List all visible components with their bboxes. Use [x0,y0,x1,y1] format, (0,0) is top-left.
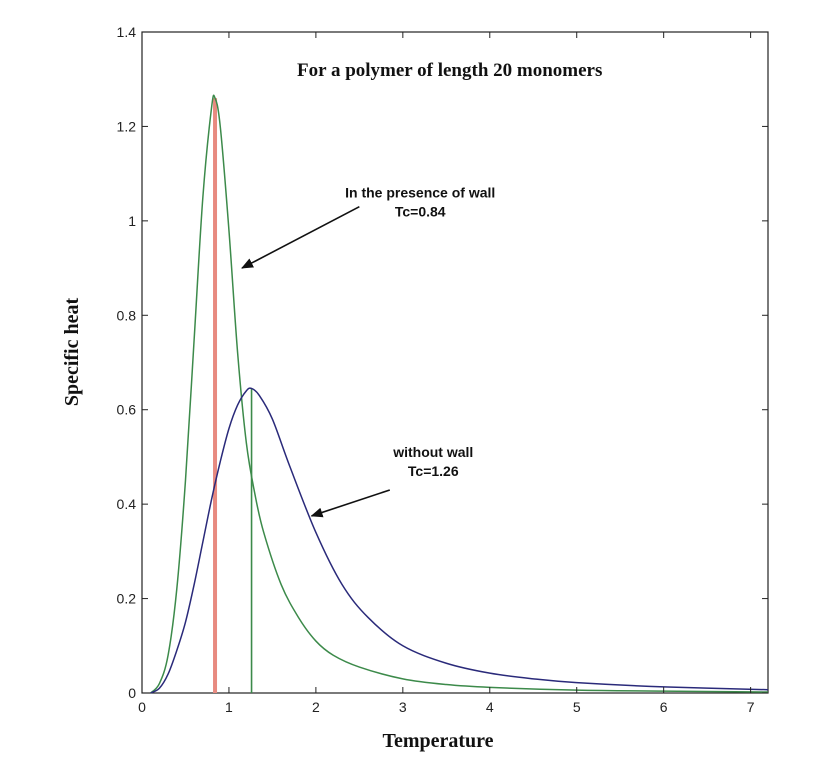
annotation-line: In the presence of wall [345,184,495,200]
y-tick-label: 1.2 [117,118,137,134]
x-tick-label: 6 [660,699,668,715]
plot-area [141,31,769,694]
annotation-line: without wall [392,444,473,460]
y-axis-ticks: 0 0.2 0.4 0.6 0.8 1 1.2 1.4 [117,24,768,701]
chart-title: For a polymer of length 20 monomers [297,60,602,81]
x-tick-label: 7 [747,699,755,715]
y-axis-label: Specific heat [61,298,83,407]
critical-temperature-lines [213,98,253,693]
x-tick-label: 5 [573,699,581,715]
annotations: In the presence of wall Tc=0.84 without wa… [241,184,495,518]
y-tick-label: 0.8 [117,307,137,323]
y-tick-label: 0.6 [117,402,137,418]
y-tick-label: 0.2 [117,591,137,607]
x-tick-label: 0 [138,699,146,715]
series-line-1 [150,94,769,694]
y-tick-label: 1.4 [117,24,137,40]
series-lines [150,94,769,694]
annotation-text-2: without wall Tc=1.26 [392,444,473,479]
y-tick-label: 1 [128,213,136,229]
annotation-line: Tc=0.84 [395,203,446,219]
x-tick-label: 2 [312,699,320,715]
x-axis-ticks: 0 1 2 3 4 5 6 7 [138,32,755,715]
y-tick-label: 0.4 [117,496,137,512]
y-tick-label: 0 [128,685,136,701]
annotation-arrow-1 [241,205,360,269]
x-tick-label: 3 [399,699,407,715]
series-line-2 [150,387,769,694]
annotation-text-1: In the presence of wall Tc=0.84 [345,184,495,219]
annotation-line: Tc=1.26 [408,463,459,479]
x-tick-label: 1 [225,699,233,715]
x-tick-label: 4 [486,699,494,715]
x-axis-label: Temperature [382,730,493,752]
annotation-arrow-2 [310,489,391,518]
